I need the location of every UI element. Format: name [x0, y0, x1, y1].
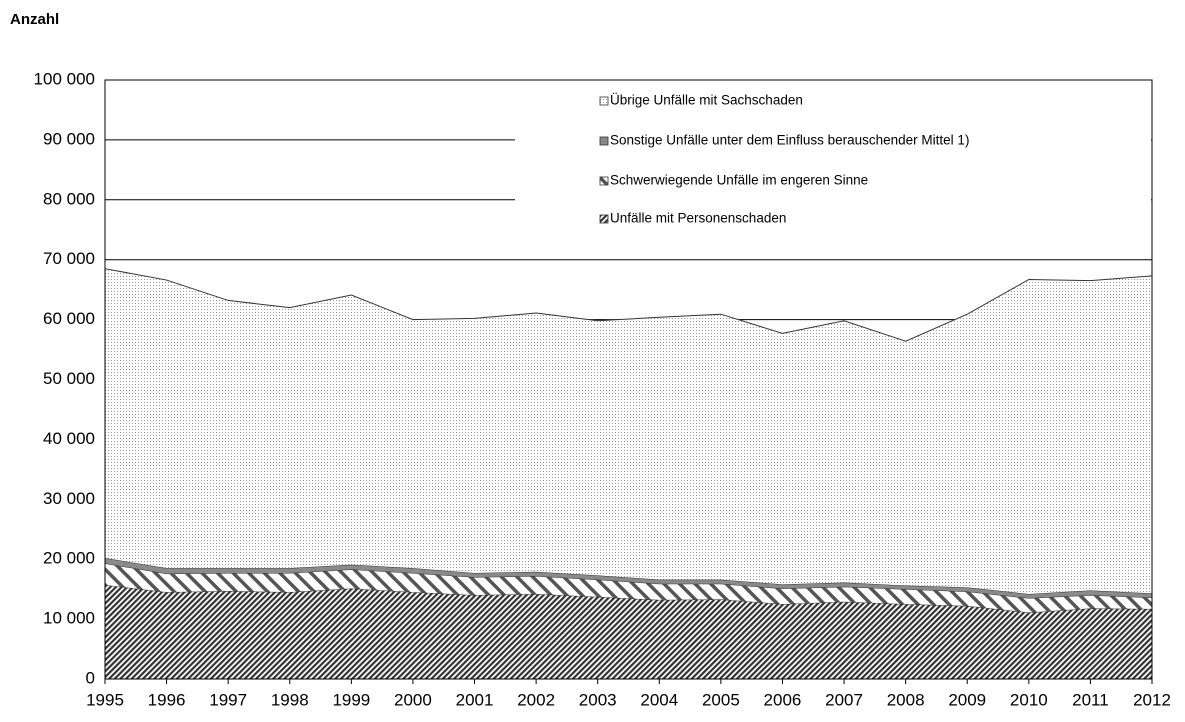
- x-tick-label: 2000: [394, 690, 432, 709]
- chart-title: Anzahl: [10, 11, 59, 28]
- x-tick-label: 2008: [887, 690, 925, 709]
- legend-box: [515, 81, 1151, 259]
- x-tick-label: 1997: [209, 690, 247, 709]
- area: [105, 563, 1152, 613]
- y-tick-label: 30 000: [43, 489, 95, 508]
- area-edge: [104, 268, 1153, 342]
- legend-label: Übrige Unfälle mit Sachschaden: [610, 93, 803, 108]
- x-tick-label: 2009: [948, 690, 986, 709]
- legend-label: Unfälle mit Personenschaden: [610, 211, 786, 226]
- x-tick-label: 2002: [517, 690, 555, 709]
- y-tick-label: 0: [86, 668, 95, 687]
- x-tick-label: 2007: [825, 690, 863, 709]
- x-tick-label: 2004: [640, 690, 678, 709]
- y-tick-label: 50 000: [43, 369, 95, 388]
- legend-label: Schwerwiegende Unfälle im engeren Sinne: [610, 173, 868, 188]
- y-tick-label: 100 000: [34, 69, 95, 88]
- x-tick-label: 1996: [148, 690, 186, 709]
- x-tick-label: 2011: [1072, 690, 1109, 709]
- legend-swatch: [599, 214, 609, 224]
- legend-label: Sonstige Unfälle unter dem Einfluss bera…: [610, 133, 969, 148]
- x-tick-label: 2012: [1133, 690, 1171, 709]
- legend-swatch: [599, 96, 609, 106]
- x-tick-label: 2010: [1010, 690, 1048, 709]
- x-tick-label: 2006: [764, 690, 802, 709]
- x-tick-label: 1999: [332, 690, 370, 709]
- x-tick-label: 2005: [702, 690, 740, 709]
- y-tick-label: 60 000: [43, 309, 95, 328]
- area: [105, 558, 1152, 599]
- y-tick-label: 10 000: [43, 609, 95, 628]
- x-tick-label: 2001: [456, 690, 494, 709]
- legend-swatch: [599, 176, 609, 186]
- x-tick-label: 1995: [86, 690, 124, 709]
- area: [105, 268, 1152, 594]
- y-tick-label: 70 000: [43, 249, 95, 268]
- y-tick-label: 40 000: [43, 429, 95, 448]
- area: [105, 584, 1152, 679]
- x-tick-label: 2003: [579, 690, 617, 709]
- x-tick-label: 1998: [271, 690, 309, 709]
- y-tick-label: 90 000: [43, 129, 95, 148]
- y-tick-label: 20 000: [43, 549, 95, 568]
- legend-swatch: [599, 136, 609, 146]
- plot-frame: [104, 79, 1153, 680]
- y-tick-label: 80 000: [43, 189, 95, 208]
